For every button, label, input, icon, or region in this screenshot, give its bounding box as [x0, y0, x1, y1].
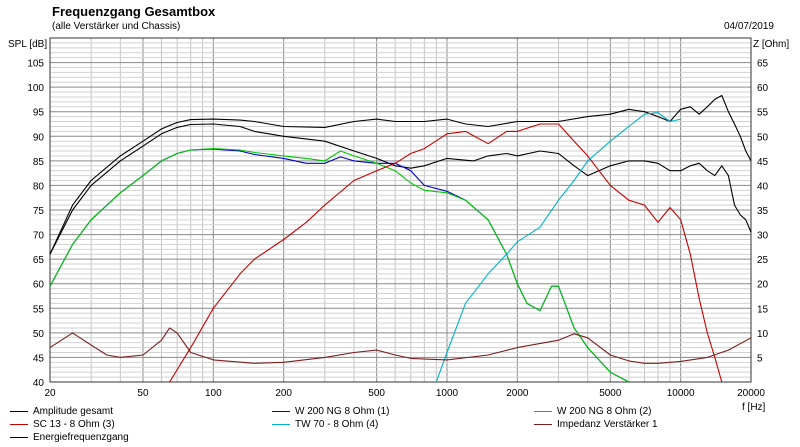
legend-item: W 200 NG 8 Ohm (2)	[534, 406, 651, 417]
legend-item: SC 13 - 8 Ohm (3)	[10, 419, 115, 430]
legend-swatch	[534, 411, 552, 412]
y-left-tick-label: 100	[27, 83, 44, 94]
series-line	[169, 123, 723, 383]
legend-label: Energiefrequenzgang	[33, 432, 129, 443]
y-left-tick-label: 105	[27, 59, 44, 70]
series-line	[49, 123, 752, 255]
y-left-tick-label: 65	[33, 255, 45, 266]
y-left-tick-label: 95	[33, 108, 45, 119]
legend-label: SC 13 - 8 Ohm (3)	[33, 419, 115, 430]
y-axis-left-label: SPL [dB]	[8, 39, 48, 50]
y-right-tick-label: 55	[757, 108, 769, 119]
legend-swatch	[10, 411, 28, 412]
legend-label: Impedanz Verstärker 1	[557, 419, 658, 430]
y-right-tick-label: 15	[757, 304, 769, 315]
y-left-tick-label: 80	[33, 181, 45, 192]
chart-date: 04/07/2019	[723, 21, 774, 32]
x-tick-label: 10000	[667, 388, 695, 399]
legend-swatch	[272, 411, 290, 412]
y-right-tick-label: 60	[757, 83, 769, 94]
y-right-tick-label: 30	[757, 231, 769, 242]
legend-label: TW 70 - 8 Ohm (4)	[295, 419, 379, 430]
x-tick-label: 500	[368, 388, 385, 399]
series-line	[49, 94, 752, 255]
legend-item: Impedanz Verstärker 1	[534, 419, 658, 430]
x-tick-label: 20000	[737, 388, 765, 399]
y-left-tick-label: 50	[33, 329, 45, 340]
y-left-tick-label: 45	[33, 353, 45, 364]
legend-swatch	[10, 424, 28, 425]
y-right-tick-label: 35	[757, 206, 769, 217]
y-right-tick-label: 65	[757, 59, 769, 70]
plot-frame	[49, 37, 752, 383]
legend-item: Energiefrequenzgang	[10, 432, 129, 443]
y-left-tick-label: 40	[33, 378, 45, 389]
y-left-tick-label: 55	[33, 304, 45, 315]
legend-swatch	[272, 424, 290, 425]
y-right-tick-label: 50	[757, 132, 769, 143]
x-tick-label: 50	[137, 388, 149, 399]
x-tick-label: 200	[275, 388, 292, 399]
legend-swatch	[10, 437, 28, 438]
legend-label: Amplitude gesamt	[33, 406, 114, 417]
x-tick-label: 5000	[599, 388, 622, 399]
series-line	[435, 112, 681, 383]
legend-swatch	[534, 424, 552, 425]
y-axis-right-label: Z [Ohm]	[753, 39, 790, 50]
chart-title: Frequenzgang Gesamtbox	[52, 4, 216, 19]
y-left-tick-label: 90	[33, 132, 45, 143]
y-right-tick-label: 5	[757, 353, 763, 364]
x-tick-label: 20	[44, 388, 56, 399]
x-axis-label: f [Hz]	[742, 402, 766, 413]
x-tick-label: 1000	[436, 388, 459, 399]
x-tick-label: 100	[205, 388, 222, 399]
legend-item: Amplitude gesamt	[10, 406, 113, 417]
y-right-tick-label: 45	[757, 157, 769, 168]
legend-item: TW 70 - 8 Ohm (4)	[272, 419, 378, 430]
y-right-tick-label: 10	[757, 329, 769, 340]
series-line	[49, 148, 630, 383]
y-left-tick-label: 70	[33, 231, 45, 242]
legend: Amplitude gesamt SC 13 - 8 Ohm (3) Energ…	[0, 404, 800, 447]
legend-item: W 200 NG 8 Ohm (1)	[272, 406, 389, 417]
series-line	[49, 327, 752, 364]
y-right-tick-label: 20	[757, 280, 769, 291]
y-right-tick-label: 40	[757, 181, 769, 192]
y-left-tick-label: 60	[33, 280, 45, 291]
legend-label: W 200 NG 8 Ohm (2)	[557, 406, 652, 417]
y-left-tick-label: 85	[33, 157, 45, 168]
legend-label: W 200 NG 8 Ohm (1)	[295, 406, 390, 417]
chart-subtitle: (alle Verstärker und Chassis)	[52, 21, 181, 32]
y-left-tick-label: 75	[33, 206, 45, 217]
y-right-tick-label: 25	[757, 255, 769, 266]
x-tick-label: 2000	[506, 388, 529, 399]
